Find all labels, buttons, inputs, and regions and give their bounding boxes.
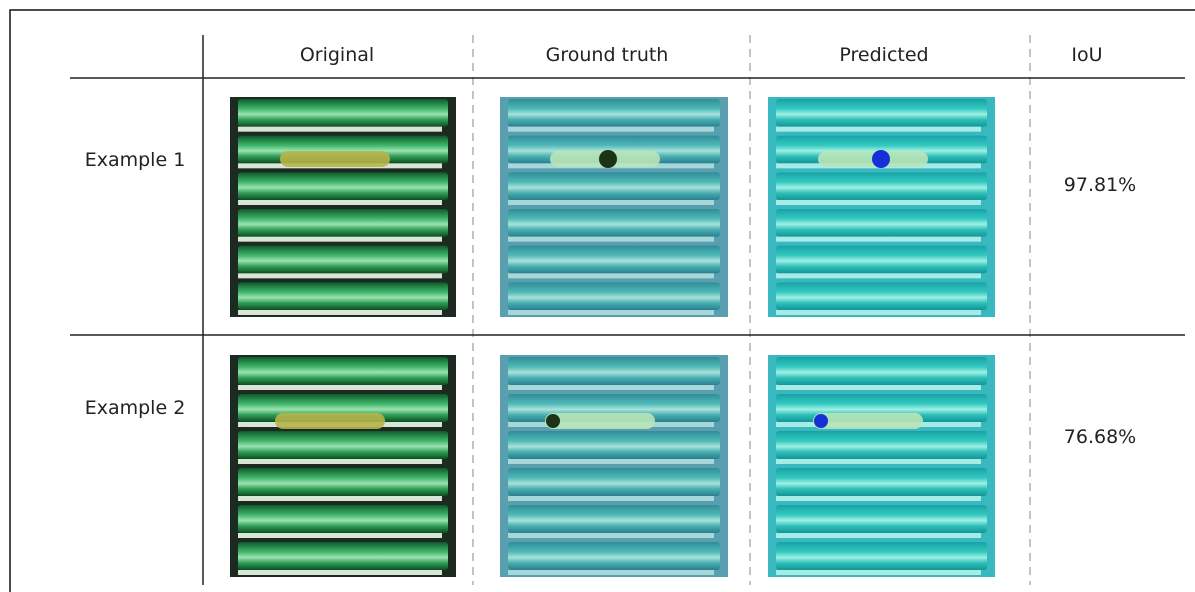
roller (508, 468, 720, 496)
roller-gap (776, 570, 981, 575)
roller-gap (238, 127, 442, 132)
region (814, 414, 828, 428)
roller-gap (238, 459, 442, 464)
iou-value: 97.81% (1064, 174, 1136, 196)
region (872, 150, 890, 168)
roller-gap (776, 127, 981, 132)
roller (508, 542, 720, 570)
roller-gap (776, 310, 981, 315)
roller (238, 172, 448, 200)
roller (776, 99, 987, 127)
roller (508, 431, 720, 459)
roller (238, 209, 448, 237)
roller-gap (508, 273, 714, 278)
column-header: Ground truth (546, 44, 669, 66)
column-header: IoU (1071, 44, 1102, 66)
region (599, 150, 617, 168)
roller (508, 357, 720, 385)
roller-gap (508, 459, 714, 464)
roller-gap (508, 533, 714, 538)
roller-gap (508, 310, 714, 315)
roller-gap (776, 200, 981, 205)
roller-gap (238, 237, 442, 242)
object (545, 413, 655, 429)
roller (508, 99, 720, 127)
roller-gap (776, 459, 981, 464)
roller-gap (776, 533, 981, 538)
roller-gap (508, 127, 714, 132)
roller-gap (238, 570, 442, 575)
roller (238, 468, 448, 496)
roller (238, 431, 448, 459)
roller (776, 505, 987, 533)
page: Original Ground truth Predicted IoU Exam… (0, 0, 1195, 592)
roller-gap (508, 200, 714, 205)
roller (776, 172, 987, 200)
roller-gap (508, 570, 714, 575)
example-image (768, 355, 995, 577)
example-image (230, 97, 456, 317)
roller-gap (238, 310, 442, 315)
roller (776, 431, 987, 459)
roller (238, 99, 448, 127)
roller-gap (508, 237, 714, 242)
example-image (230, 355, 456, 577)
roller (508, 505, 720, 533)
roller (238, 282, 448, 310)
roller (776, 357, 987, 385)
example-image (768, 97, 995, 317)
row-label: Example 1 (85, 149, 186, 171)
row-label: Example 2 (85, 397, 186, 419)
roller-gap (238, 200, 442, 205)
roller-gap (508, 385, 714, 390)
roller (238, 357, 448, 385)
roller (776, 209, 987, 237)
roller (508, 246, 720, 274)
roller-gap (776, 385, 981, 390)
roller-gap (238, 533, 442, 538)
roller (508, 172, 720, 200)
roller (776, 468, 987, 496)
column-header: Predicted (839, 44, 928, 66)
roller-gap (776, 273, 981, 278)
roller (238, 542, 448, 570)
roller-gap (508, 496, 714, 501)
roller-gap (776, 496, 981, 501)
roller (508, 282, 720, 310)
roller-gap (776, 237, 981, 242)
roller (776, 542, 987, 570)
object (280, 151, 390, 167)
roller (238, 505, 448, 533)
roller-gap (238, 496, 442, 501)
iou-value: 76.68% (1064, 426, 1136, 448)
roller-gap (238, 385, 442, 390)
column-header: Original (300, 44, 374, 66)
region (546, 414, 560, 428)
object (813, 413, 923, 429)
example-image (500, 97, 728, 317)
roller (508, 209, 720, 237)
example-image (500, 355, 728, 577)
roller (776, 246, 987, 274)
roller (776, 282, 987, 310)
object (275, 413, 385, 429)
roller-gap (238, 273, 442, 278)
table-figure (0, 0, 1195, 592)
roller (238, 246, 448, 274)
